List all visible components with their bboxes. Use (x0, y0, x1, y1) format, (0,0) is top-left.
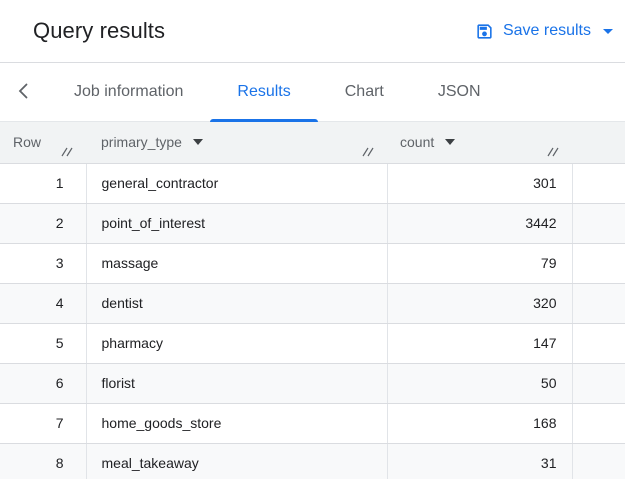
tab-chart[interactable]: Chart (318, 63, 411, 121)
tab-results[interactable]: Results (210, 63, 319, 122)
caret-down-icon (603, 28, 613, 34)
save-results-label: Save results (502, 22, 591, 39)
cell-row-number: 1 (0, 163, 87, 204)
cell-count: 320 (387, 283, 573, 324)
cell-row-number: 8 (0, 443, 87, 479)
cell-primary-type: pharmacy (86, 323, 388, 364)
cell-filler (572, 163, 625, 204)
column-header-primary-type[interactable]: primary_type (86, 122, 387, 164)
cell-count: 301 (387, 163, 573, 204)
tabs-scroll-back-button[interactable] (0, 63, 47, 121)
table-row: 8 meal_takeaway 31 (0, 443, 625, 479)
cell-row-number: 7 (0, 403, 87, 444)
results-table-header: Row primary_type count (0, 122, 625, 164)
cell-filler (572, 403, 625, 444)
cell-primary-type: general_contractor (86, 163, 388, 204)
results-table: Row primary_type count (0, 122, 625, 479)
table-row: 6 florist 50 (0, 363, 625, 404)
cell-row-number: 3 (0, 243, 87, 284)
page-title: Query results (33, 18, 166, 43)
cell-filler (572, 443, 625, 479)
cell-count: 3442 (387, 203, 573, 244)
cell-row-number: 2 (0, 203, 87, 244)
column-header-row: Row (0, 122, 86, 164)
cell-filler (572, 363, 625, 404)
chevron-left-icon (17, 83, 30, 102)
cell-filler (572, 243, 625, 284)
save-icon (475, 22, 494, 41)
cell-count: 147 (387, 323, 573, 364)
table-row: 2 point_of_interest 3442 (0, 203, 625, 244)
cell-row-number: 6 (0, 363, 87, 404)
column-label-primary-type: primary_type (101, 134, 182, 151)
cell-primary-type: meal_takeaway (86, 443, 388, 479)
cell-row-number: 5 (0, 323, 87, 364)
cell-filler (572, 323, 625, 364)
cell-primary-type: home_goods_store (86, 403, 388, 444)
tabbar: Job information Results Chart JSON (0, 62, 625, 122)
table-row: 3 massage 79 (0, 243, 625, 284)
table-row: 5 pharmacy 147 (0, 323, 625, 364)
cell-filler (572, 283, 625, 324)
topbar: Query results Save results (0, 0, 625, 62)
column-label-row: Row (13, 134, 42, 151)
cell-row-number: 4 (0, 283, 87, 324)
table-row: 1 general_contractor 301 (0, 163, 625, 204)
column-label-count: count (400, 134, 435, 151)
tab-job-information[interactable]: Job information (47, 63, 210, 121)
results-table-body: 1 general_contractor 301 2 point_of_inte… (0, 163, 625, 479)
tab-json[interactable]: JSON (411, 63, 508, 121)
save-results-button[interactable]: Save results (475, 22, 613, 41)
sort-caret-icon[interactable] (192, 139, 203, 146)
sort-caret-icon[interactable] (445, 139, 456, 146)
cell-primary-type: point_of_interest (86, 203, 388, 244)
cell-primary-type: massage (86, 243, 388, 284)
resize-handle-icon[interactable] (547, 145, 560, 158)
table-row: 7 home_goods_store 168 (0, 403, 625, 444)
cell-count: 79 (387, 243, 573, 284)
column-header-filler (572, 122, 625, 164)
cell-count: 50 (387, 363, 573, 404)
cell-filler (572, 203, 625, 244)
resize-handle-icon[interactable] (362, 145, 375, 158)
column-header-count[interactable]: count (387, 122, 572, 164)
cell-primary-type: dentist (86, 283, 388, 324)
cell-count: 31 (387, 443, 573, 479)
cell-count: 168 (387, 403, 573, 444)
table-row: 4 dentist 320 (0, 283, 625, 324)
cell-primary-type: florist (86, 363, 388, 404)
resize-handle-icon[interactable] (61, 145, 74, 158)
